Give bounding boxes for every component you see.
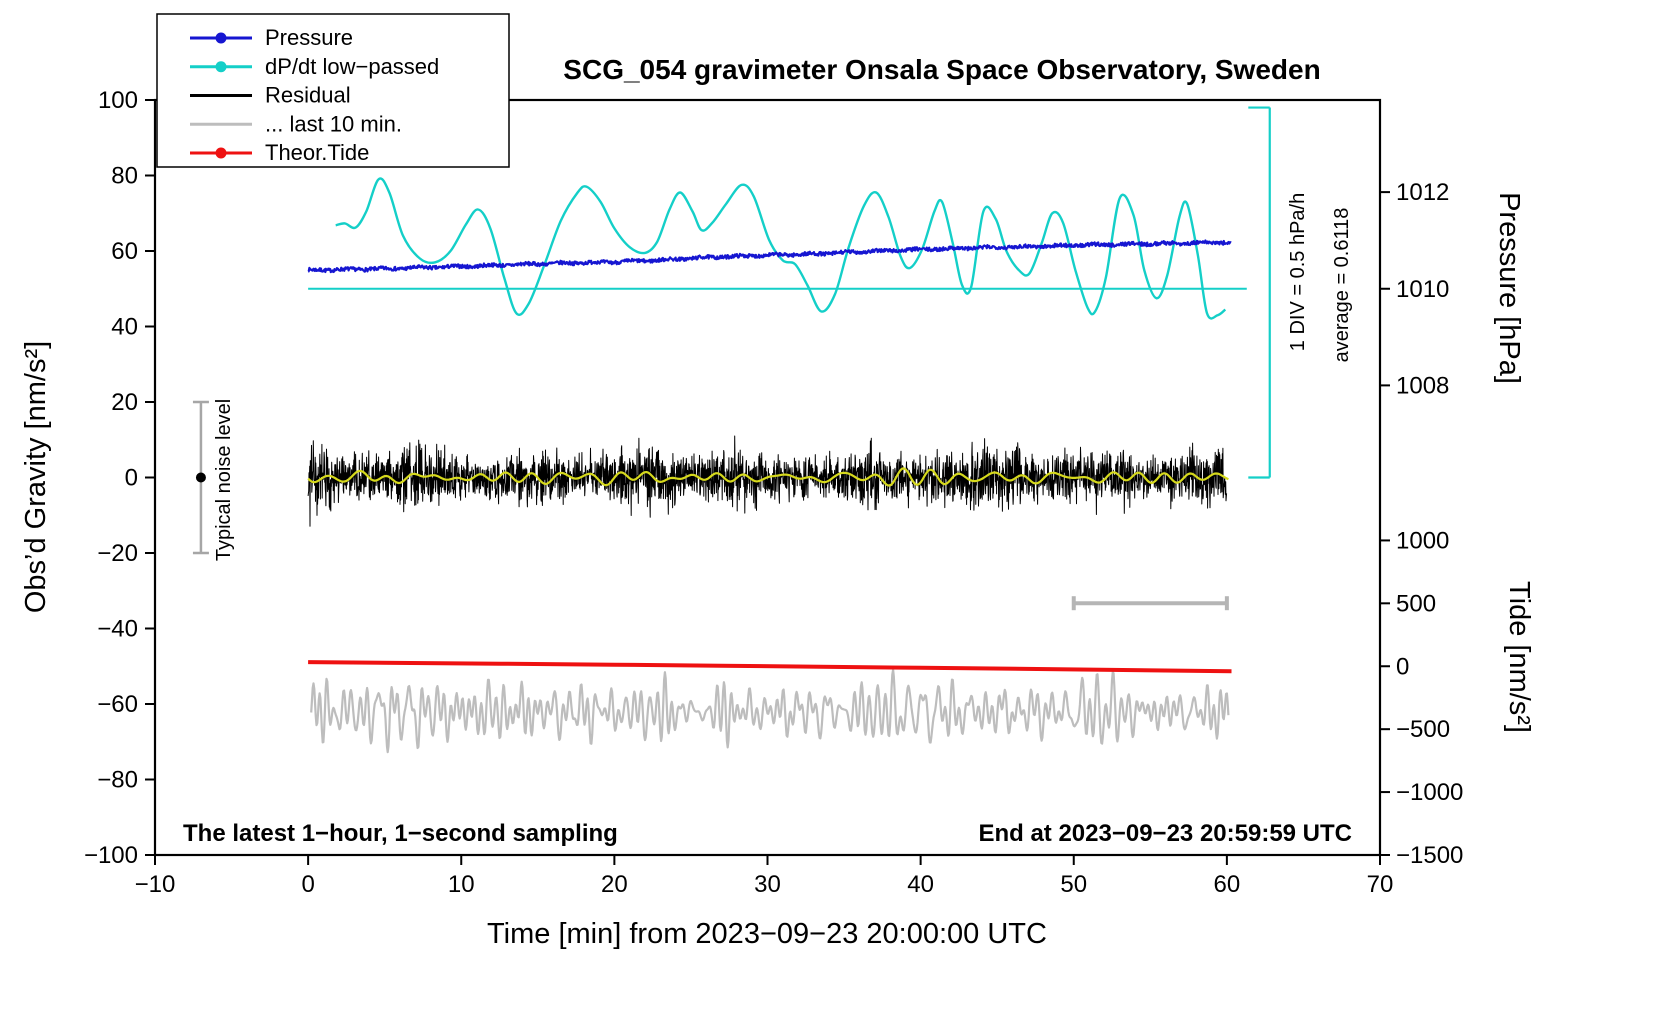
tide-tick-label: −1500: [1396, 842, 1463, 869]
y-left-tick-label: −40: [97, 616, 138, 643]
x-tick-label: 60: [1214, 871, 1241, 898]
series-residual-lowpass: [307, 467, 1229, 487]
div-scale-annotation: 1 DIV = 0.5 hPa/h: [1287, 193, 1309, 351]
legend-sample-dot: [215, 61, 227, 73]
x-tick-label: 10: [448, 871, 475, 898]
noise-level-annotation: Typical noise level: [213, 399, 235, 561]
average-annotation: average = 0.6118: [1331, 208, 1353, 363]
y-left-tick-label: −20: [97, 540, 138, 567]
x-axis-label: Time [min] from 2023−09−23 20:00:00 UTC: [487, 918, 1047, 950]
series-last10: [310, 668, 1230, 754]
series-pressure: [307, 239, 1232, 274]
x-tick-label: 30: [754, 871, 781, 898]
y-left-tick-label: 60: [111, 238, 138, 265]
legend-item-label: Theor.Tide: [265, 140, 369, 165]
noise-level-dot: [195, 472, 206, 483]
x-tick-label: 40: [907, 871, 934, 898]
legend-sample-dot: [215, 32, 227, 44]
pressure-tick-label: 1008: [1396, 372, 1449, 399]
tide-tick-label: 0: [1396, 653, 1409, 680]
legend-item-label: Pressure: [265, 25, 353, 50]
legend-item-label: Residual: [265, 83, 351, 108]
y-left-tick-label: 20: [111, 389, 138, 416]
chart-title: SCG_054 gravimeter Onsala Space Observat…: [563, 54, 1320, 85]
y-left-tick-label: 100: [98, 87, 138, 114]
y-axis-pressure-label: Pressure [hPa]: [1493, 192, 1525, 384]
x-tick-label: −10: [135, 871, 176, 898]
x-tick-label: 70: [1367, 871, 1394, 898]
tide-tick-label: −1000: [1396, 779, 1463, 806]
legend-item-label: dP/dt low−passed: [265, 54, 439, 79]
sampling-note-text: The latest 1−hour, 1−second sampling: [183, 820, 618, 847]
tide-tick-label: 500: [1396, 590, 1436, 617]
legend-sample-dot: [215, 147, 227, 159]
pressure-tick-label: 1010: [1396, 276, 1449, 303]
y-left-tick-label: 0: [125, 465, 138, 492]
x-tick-label: 0: [301, 871, 314, 898]
tide-tick-label: −500: [1396, 716, 1450, 743]
y-left-tick-label: −60: [97, 691, 138, 718]
pressure-tick-label: 1012: [1396, 179, 1449, 206]
legend-item-label: ... last 10 min.: [265, 111, 402, 136]
end-time-text: End at 2023−09−23 20:59:59 UTC: [978, 820, 1352, 847]
y-axis-left-label: Obs’d Gravity [nm/s²]: [20, 341, 52, 613]
y-left-tick-label: 40: [111, 314, 138, 341]
series-tide: [308, 660, 1232, 674]
y-left-tick-label: −80: [97, 767, 138, 794]
chart-generated-layer: −10 0 10 20 30 40 50 60 70100806040200−20−40−60−…: [84, 13, 1463, 898]
tide-tick-label: 1000: [1396, 527, 1449, 554]
x-tick-label: 50: [1060, 871, 1087, 898]
y-left-tick-label: −100: [84, 842, 138, 869]
x-tick-label: 20: [601, 871, 628, 898]
y-left-tick-label: 80: [111, 163, 138, 190]
series-dpdt: [335, 177, 1227, 320]
y-axis-tide-label: Tide [nm/s²]: [1503, 581, 1535, 733]
